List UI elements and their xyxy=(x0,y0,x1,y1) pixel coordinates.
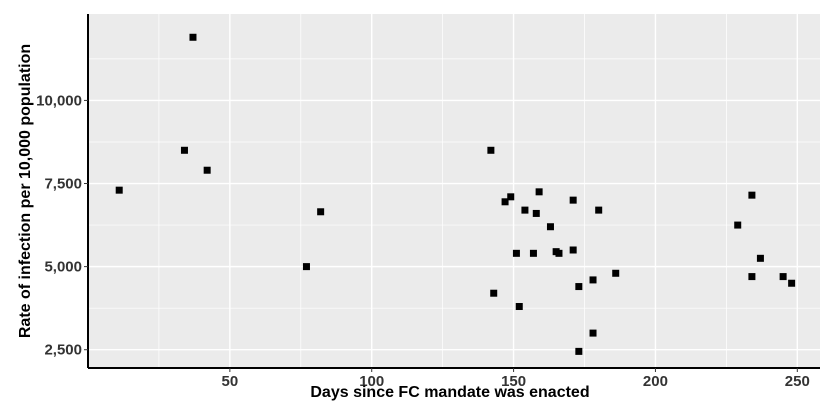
data-point xyxy=(115,186,123,194)
y-tick-label: 2,500 xyxy=(44,342,82,359)
data-point xyxy=(756,254,764,262)
data-point xyxy=(501,198,509,206)
data-point xyxy=(788,279,796,287)
data-point xyxy=(779,273,787,281)
data-point xyxy=(748,191,756,199)
data-point xyxy=(748,273,756,281)
data-point xyxy=(180,146,188,154)
data-points xyxy=(115,33,796,355)
x-axis-ticks: 50 100 150 200 250 xyxy=(222,368,810,390)
data-point xyxy=(529,249,537,257)
data-point xyxy=(317,208,325,216)
y-axis-title: Rate of infection per 10,000 population xyxy=(17,44,34,338)
data-point xyxy=(569,196,577,204)
x-tick-label: 100 xyxy=(359,373,384,390)
x-tick-label: 250 xyxy=(785,373,810,390)
data-point xyxy=(589,329,597,337)
y-axis-ticks: 2,500 5,000 7,500 10,000 xyxy=(36,92,88,359)
x-tick-label: 50 xyxy=(222,373,239,390)
y-tick-label: 10,000 xyxy=(36,92,82,109)
data-point xyxy=(589,276,597,284)
y-tick-label: 5,000 xyxy=(44,259,82,276)
data-point xyxy=(575,347,583,355)
plot-panel xyxy=(88,14,820,368)
data-point xyxy=(575,283,583,291)
data-point xyxy=(535,188,543,196)
data-point xyxy=(555,249,563,257)
data-point xyxy=(734,221,742,229)
data-point xyxy=(515,303,523,311)
x-tick-label: 150 xyxy=(501,373,526,390)
data-point xyxy=(512,249,520,257)
grid-lines xyxy=(88,14,820,368)
data-point xyxy=(612,269,620,277)
data-point xyxy=(189,33,197,41)
data-point xyxy=(546,223,554,231)
data-point xyxy=(302,263,310,271)
data-point xyxy=(521,206,529,214)
data-point xyxy=(490,289,498,297)
data-point xyxy=(507,193,515,201)
y-tick-label: 7,500 xyxy=(44,176,82,193)
data-point xyxy=(532,209,540,217)
data-point xyxy=(595,206,603,214)
x-tick-label: 200 xyxy=(643,373,668,390)
data-point xyxy=(569,246,577,254)
data-point xyxy=(487,146,495,154)
data-point xyxy=(203,166,211,174)
x-axis-title: Days since FC mandate was enacted xyxy=(310,384,589,401)
